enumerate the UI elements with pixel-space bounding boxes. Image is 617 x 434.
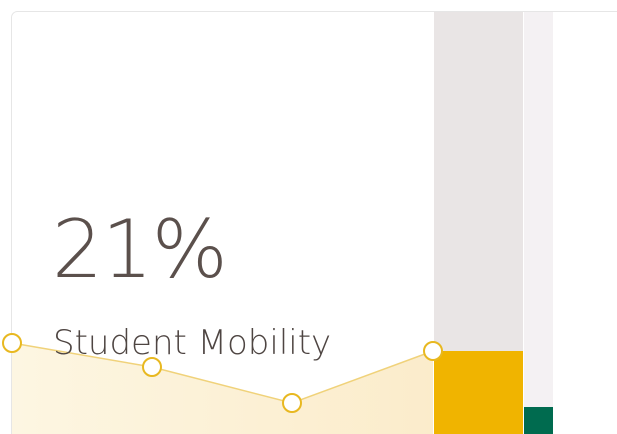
sparkline-point xyxy=(2,333,22,353)
bar-fill xyxy=(524,407,553,434)
sparkline-point xyxy=(423,341,443,361)
sparkline-area xyxy=(12,343,433,434)
metric-label: Student Mobility xyxy=(53,323,332,363)
bar-track xyxy=(524,12,553,408)
metric-value: 21% xyxy=(52,203,228,296)
bar-track xyxy=(434,12,523,352)
sparkline-point xyxy=(282,393,302,413)
sparkline xyxy=(11,342,434,404)
bar-fill xyxy=(434,351,523,434)
sparkline-point xyxy=(142,357,162,377)
